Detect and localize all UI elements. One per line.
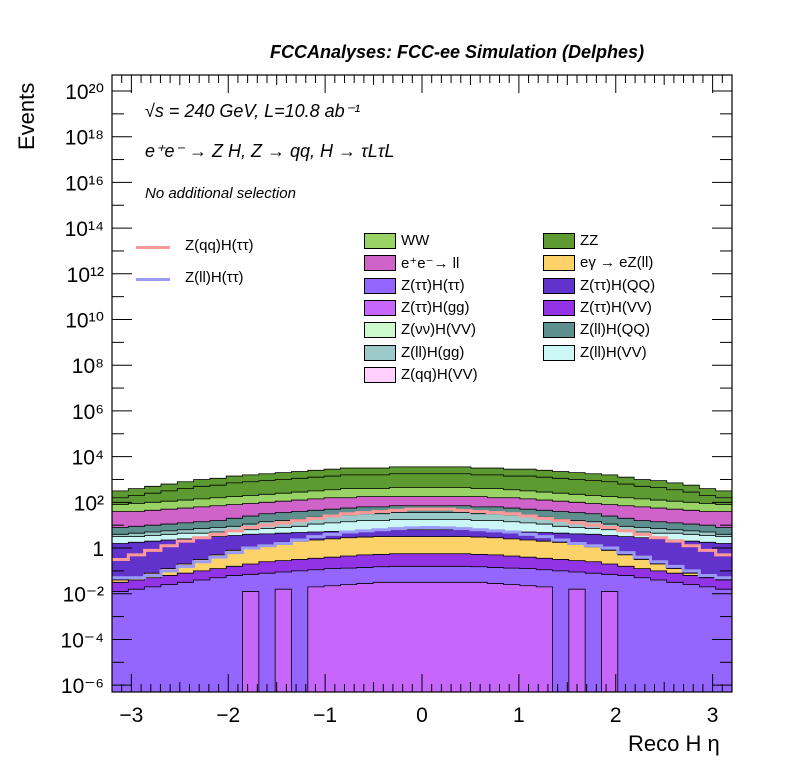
x-tick-label: −1 <box>313 704 337 727</box>
selection-label: No additional selection <box>145 185 296 202</box>
legend-label-z-qq-h-vv: Z(qq)H(VV) <box>401 365 478 383</box>
legend-swatch-ww <box>364 233 396 249</box>
plot-title: FCCAnalyses: FCC-ee Simulation (Delphes) <box>270 42 645 62</box>
y-tick-label: 10⁻⁴ <box>61 629 104 652</box>
x-tick-label: −3 <box>119 704 143 727</box>
y-tick-label: 10¹² <box>67 264 104 287</box>
process-label: e⁺e⁻ → Z H, Z → qq, H → τLτL <box>145 141 395 161</box>
x-axis-label: Reco H η <box>628 731 720 756</box>
legend-swatch-z-ll-h-gg <box>364 344 396 361</box>
legend-label-z-h-qq: Z(ττ)H(QQ) <box>580 276 656 294</box>
y-tick-label: 1 <box>92 538 104 561</box>
legend-line-z-ll-h <box>136 278 170 281</box>
y-tick-label: 10² <box>74 492 104 515</box>
legend-swatch-e-ez-ll <box>543 255 575 272</box>
legend-line-z-qq-h <box>136 246 170 249</box>
legend-swatch-z-qq-h-vv <box>364 366 396 383</box>
y-tick-label: 10⁸ <box>72 355 104 378</box>
x-tick-label: 0 <box>416 704 428 727</box>
legend-swatch-z-ll-h-qq <box>543 322 575 339</box>
y-tick-label: 10¹⁴ <box>65 218 104 241</box>
legend-label-zz: ZZ <box>580 232 599 249</box>
x-tick-label: −2 <box>216 704 240 727</box>
y-tick-label: 10⁶ <box>72 401 104 424</box>
y-tick-label: 10¹⁶ <box>65 172 104 195</box>
x-tick-label: 2 <box>610 704 622 727</box>
overlay-z-qq-h <box>112 507 732 561</box>
legend-label-z-h-vv: Z(νν)H(VV) <box>401 321 476 339</box>
legend-label-z-h-gg: Z(ττ)H(gg) <box>401 298 470 316</box>
y-axis-label: Events <box>14 82 39 150</box>
legend-label-z-qq-h: Z(qq)H(ττ) <box>185 237 254 254</box>
x-tick-label: 1 <box>513 704 525 727</box>
legend-label-z-ll-h-vv: Z(ll)H(VV) <box>580 343 647 361</box>
legend-swatch-e-e-ll <box>364 255 396 272</box>
legend-label-z-ll-h: Z(ll)H(ττ) <box>185 269 244 286</box>
legend-label-e-e-ll: e⁺e⁻→ ll <box>401 255 460 273</box>
y-tick-label: 10²⁰ <box>65 81 104 104</box>
legend-swatch-z-h-qq <box>543 277 575 294</box>
legend-label-z-h-vv: Z(ττ)H(VV) <box>580 298 652 316</box>
legend-swatch-z-h-vv <box>543 299 575 316</box>
legend-label-ww: WW <box>401 232 430 249</box>
legend-swatch-z-h-gg <box>364 299 396 316</box>
energy-luminosity-label: √s = 240 GeV, L=10.8 ab⁻¹ <box>145 101 361 121</box>
y-tick-label: 10¹⁸ <box>65 127 104 150</box>
legend-swatch-zz <box>543 233 575 249</box>
y-tick-label: 10⁴ <box>72 447 104 470</box>
legend-label-e-ez-ll: eγ → eZ(ll) <box>580 254 654 272</box>
legend-label-z-h: Z(ττ)H(ττ) <box>401 276 465 294</box>
y-tick-label: 10⁻² <box>63 584 104 607</box>
legend-label-z-ll-h-qq: Z(ll)H(QQ) <box>580 321 650 339</box>
overlay-z-ll-h <box>112 525 732 580</box>
legend-label-z-ll-h-gg: Z(ll)H(gg) <box>401 343 465 361</box>
legend-swatch-z-h <box>364 277 396 294</box>
legend-swatch-z-h-vv <box>364 322 396 339</box>
y-tick-label: 10⁻⁶ <box>61 675 104 698</box>
y-tick-label: 10¹⁰ <box>65 310 104 333</box>
legend-swatch-z-ll-h-vv <box>543 344 575 361</box>
x-tick-label: 3 <box>707 704 719 727</box>
